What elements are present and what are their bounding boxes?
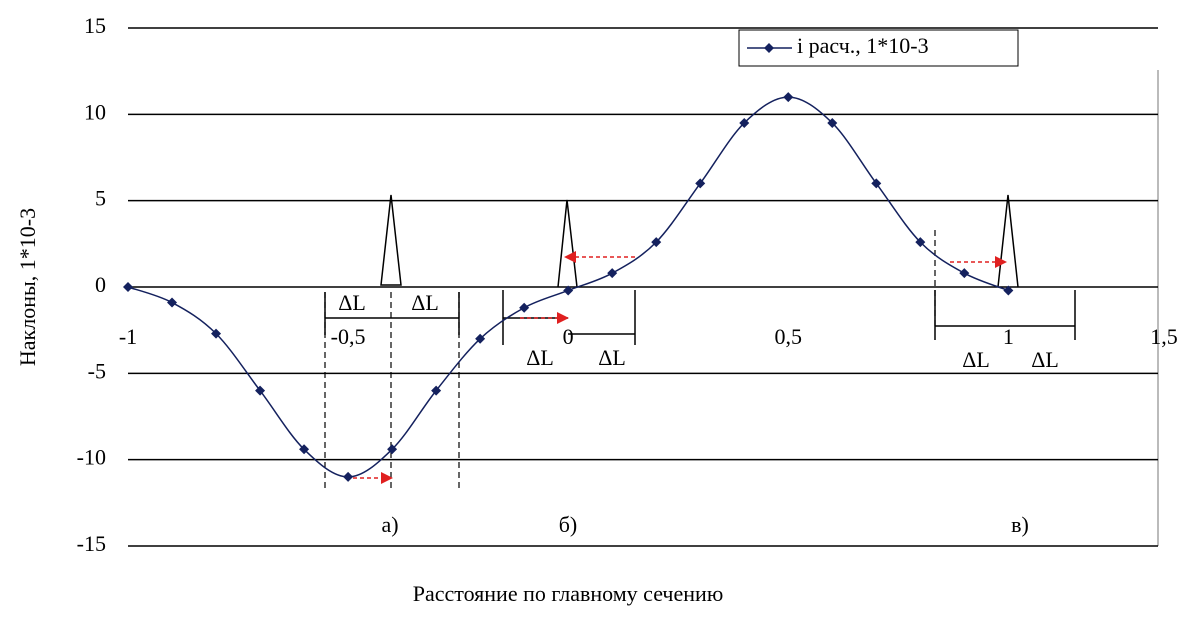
x-tick-label: 1 — [1003, 324, 1014, 349]
data-point — [343, 471, 354, 482]
data-point — [959, 268, 970, 279]
annotation: ΔL — [598, 345, 626, 370]
legend: i расч., 1*10-3 — [738, 29, 1019, 67]
annotation: ΔL — [338, 290, 366, 315]
y-tick-label: 10 — [84, 99, 106, 124]
data-point — [871, 178, 882, 189]
data-point — [827, 117, 838, 128]
data-point — [651, 237, 662, 248]
data-point — [211, 328, 222, 339]
data-point — [783, 92, 794, 103]
data-point — [387, 444, 398, 455]
x-tick-label: 1,5 — [1150, 324, 1178, 349]
y-tick-label: 15 — [84, 13, 106, 38]
legend-box — [738, 29, 1019, 67]
data-point — [255, 385, 266, 396]
y-tick-label: -5 — [88, 358, 106, 383]
legend-marker — [764, 43, 774, 53]
x-tick-label: -0,5 — [331, 324, 366, 349]
annotation: ΔL — [526, 345, 554, 370]
y-tick-label: 5 — [95, 186, 106, 211]
legend-label: i расч., 1*10-3 — [797, 33, 929, 58]
data-point — [123, 282, 133, 292]
y-tick-label: -10 — [77, 445, 106, 470]
data-point — [563, 285, 574, 296]
annotation: а) — [381, 512, 398, 537]
data-point — [607, 268, 618, 279]
x-tick-label: 0 — [563, 324, 574, 349]
data-point — [739, 117, 750, 128]
annotation: ΔL — [411, 290, 439, 315]
data-point — [167, 297, 178, 308]
annotation: в) — [1011, 512, 1029, 537]
annotation: ΔL — [962, 347, 990, 372]
data-point — [915, 237, 926, 248]
x-axis-label: Расстояние по главному сечению — [413, 581, 724, 606]
decorations — [324, 194, 1076, 490]
data-point — [519, 302, 530, 313]
x-tick-label: -1 — [119, 324, 137, 349]
data-point — [475, 333, 486, 344]
data-point — [1003, 285, 1014, 296]
data-point — [695, 178, 706, 189]
data-point — [431, 385, 442, 396]
annotation: б) — [559, 512, 578, 537]
data-point — [299, 444, 310, 455]
y-tick-label: -15 — [77, 531, 106, 556]
x-tick-label: 0,5 — [775, 324, 803, 349]
y-axis-label: Наклоны, 1*10-3 — [15, 208, 40, 366]
annotation: ΔL — [1031, 347, 1059, 372]
y-tick-label: 0 — [95, 272, 106, 297]
